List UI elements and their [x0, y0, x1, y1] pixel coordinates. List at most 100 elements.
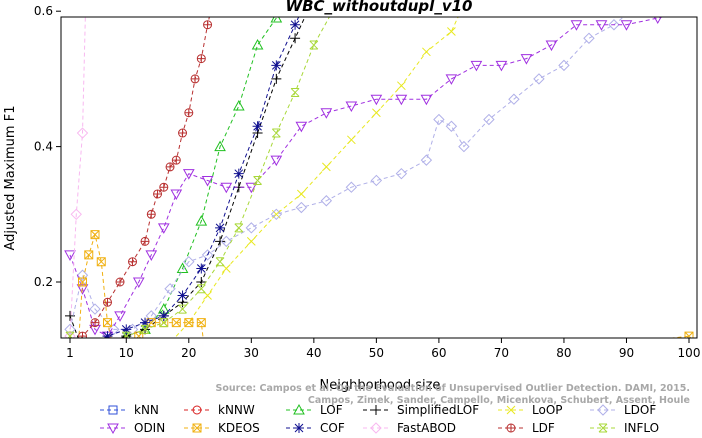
legend-label-knnw: kNNW	[218, 403, 255, 417]
data-point-cof	[78, 351, 88, 361]
data-point-kdeos	[72, 373, 80, 381]
data-point-ldof	[433, 113, 445, 126]
data-point-kdeos	[171, 318, 181, 328]
data-point-cof	[233, 168, 244, 179]
data-point-ldof	[320, 195, 333, 207]
data-point-kdeos	[196, 318, 206, 328]
legend-marker-loop	[506, 405, 516, 415]
legend-item-inflo: INFLO	[590, 421, 659, 435]
data-point-inflo	[91, 346, 99, 354]
data-point-inflo	[253, 175, 262, 185]
x-tick-label: 90	[619, 346, 634, 360]
legend-label-ldof: LDOF	[624, 403, 656, 417]
series-ldof	[64, 17, 625, 336]
x-tick-label: 10	[119, 346, 134, 360]
data-point-simplifiedlof	[271, 73, 282, 84]
legend-item-simplifiedlof: SimplifiedLOF	[363, 403, 479, 417]
series-line-ldof	[69, 17, 625, 330]
data-point-ldof	[458, 140, 470, 153]
data-point-loop	[147, 346, 155, 354]
legend-label-loop: LoOP	[532, 403, 563, 417]
legend-marker-simplifiedlof	[371, 405, 381, 415]
data-point-loop	[372, 108, 381, 118]
data-point-lof	[106, 336, 109, 338]
data-point-cof	[290, 19, 301, 30]
data-point-simplifiedlof	[215, 236, 226, 247]
legend-item-kdeos: KDEOS	[184, 421, 260, 435]
series-odin	[64, 17, 690, 338]
data-point-odin	[182, 169, 195, 180]
series-line-fastabod	[69, 17, 86, 337]
data-point-ldof	[558, 59, 570, 72]
data-point-cof	[121, 324, 132, 335]
data-point-odin	[495, 60, 508, 72]
series-simplifiedlof	[65, 17, 306, 338]
data-point-odin	[570, 20, 583, 31]
legend-item-ldof: LDOF	[590, 403, 656, 417]
data-point-kdeos	[110, 346, 118, 354]
data-point-cof	[177, 290, 188, 301]
data-point-ldof	[608, 19, 620, 31]
legend-label-lof: LOF	[320, 403, 343, 417]
data-point-lof	[251, 39, 264, 50]
legend-marker-cof	[294, 423, 304, 433]
data-point-odin	[345, 101, 358, 113]
plot-area	[64, 17, 694, 381]
data-point-kdeos	[684, 331, 694, 338]
data-point-loop	[166, 339, 174, 347]
data-point-simplifiedlof	[107, 337, 109, 338]
data-point-ldf	[146, 209, 156, 219]
data-point-loop	[447, 27, 456, 36]
data-point-ldof	[245, 222, 258, 234]
series-inflo	[65, 17, 330, 354]
x-tick-label: 20	[181, 346, 196, 360]
series-line-odin	[69, 17, 665, 337]
data-point-lof	[195, 215, 208, 226]
data-point-inflo	[215, 257, 225, 267]
data-point-ldof	[295, 201, 308, 214]
data-point-ldof	[395, 167, 408, 180]
data-point-inflo	[271, 128, 281, 138]
x-tick-label: 40	[306, 346, 321, 360]
legend-label-knn: kNN	[134, 403, 159, 417]
data-point-simplifiedlof	[196, 277, 207, 287]
legend-label-ldf: LDF	[532, 421, 555, 434]
data-point-ldf	[140, 236, 150, 246]
plot-frame	[60, 16, 698, 339]
data-point-kdeos	[84, 250, 94, 260]
data-point-odin	[620, 20, 633, 31]
data-point-cof	[102, 331, 113, 338]
data-point-cof	[94, 337, 96, 338]
series-line-cof	[103, 17, 300, 338]
data-point-odin	[170, 189, 183, 201]
data-point-ldof	[89, 303, 101, 315]
data-point-cof	[252, 121, 263, 132]
data-point-inflo	[196, 284, 206, 294]
data-point-loop	[110, 352, 118, 360]
data-point-simplifiedlof	[290, 33, 301, 44]
data-point-odin	[201, 175, 214, 187]
data-point-odin	[245, 182, 258, 194]
legend-marker-odin	[107, 423, 119, 435]
legend-marker-ldf	[506, 423, 516, 433]
data-point-loop	[246, 237, 256, 246]
data-point-ldf	[196, 54, 206, 64]
data-point-ldf	[159, 182, 169, 192]
data-point-ldf	[184, 108, 194, 118]
data-point-ldf	[203, 20, 213, 30]
data-point-odin	[114, 311, 126, 322]
data-point-odin	[270, 155, 283, 167]
y-tick-label: 0.6	[34, 4, 53, 18]
x-tick-label: 50	[369, 346, 384, 360]
data-point-ldf	[128, 257, 138, 267]
data-point-inflo	[234, 223, 244, 233]
series-line-inflo	[69, 17, 330, 338]
data-point-cof	[271, 60, 282, 71]
legend-marker-ldof	[597, 404, 609, 416]
data-point-ldof	[508, 93, 520, 105]
data-point-cof	[196, 263, 207, 274]
data-point-lof	[214, 140, 226, 152]
data-point-odin	[653, 17, 662, 24]
data-point-loop	[296, 189, 306, 199]
